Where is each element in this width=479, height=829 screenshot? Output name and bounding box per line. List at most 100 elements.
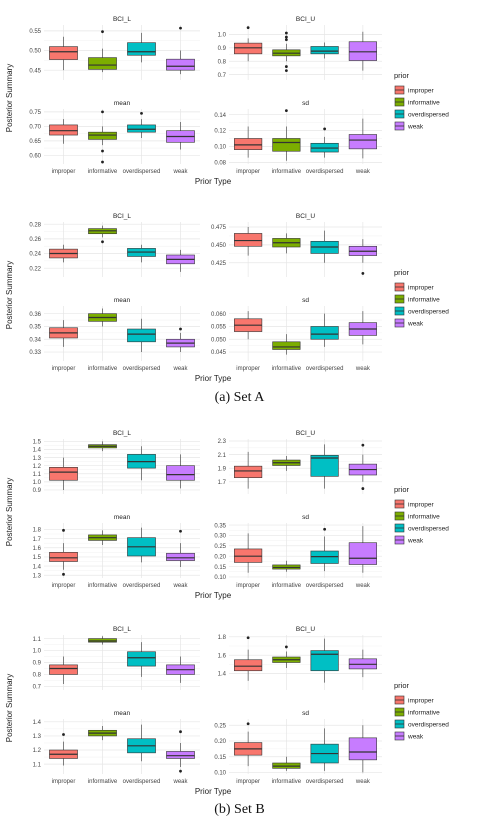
y-tick-label: 0.33 — [29, 350, 41, 356]
x-tick-label: weak — [355, 779, 371, 785]
facet-title: BCI_L — [113, 213, 131, 220]
box-overdispersed — [127, 527, 156, 563]
y-tick-label: 0.060 — [211, 312, 227, 318]
box-informative — [88, 308, 117, 327]
facet-title: BCI_U — [296, 213, 315, 220]
box-iqr — [127, 651, 156, 667]
x-tick-label: overdispersed — [306, 169, 344, 175]
outlier-point — [179, 26, 182, 30]
panel-background — [44, 523, 200, 578]
outlier-point — [179, 529, 182, 533]
box-weak — [166, 327, 195, 353]
y-axis-label: Posterior Summary — [5, 674, 14, 742]
box-overdispersed — [310, 42, 339, 59]
x-axis-label: Prior Type — [195, 591, 232, 600]
box-improper — [234, 451, 263, 489]
y-tick-label: 1.1 — [33, 762, 42, 768]
y-tick-label: 0.9 — [218, 46, 227, 52]
outlier-point — [179, 769, 182, 773]
y-tick-label: 1.9 — [218, 466, 227, 472]
legend-entry-label: overdispersed — [408, 526, 449, 533]
facet-mean: mean 0.60 0.65 0.70 0.75 improper informative o… — [29, 100, 200, 175]
y-tick-label: 1.4 — [33, 720, 42, 726]
box-informative — [272, 233, 301, 254]
box-overdispersed — [310, 230, 339, 263]
y-tick-label: 1.2 — [33, 748, 42, 754]
box-weak — [166, 529, 195, 567]
outlier-point — [101, 30, 104, 34]
y-tick-label: 0.475 — [211, 225, 227, 231]
outlier-point — [284, 31, 288, 35]
facet-mean: mean 1.1 1.2 1.3 1.4 improper informative overd… — [33, 710, 200, 785]
x-tick-label: weak — [172, 366, 188, 372]
legend: prior improper informative overdispersed wea… — [394, 268, 449, 328]
y-tick-label: 0.55 — [29, 29, 41, 35]
legend-entry-label: informative — [408, 100, 440, 107]
panel-background — [44, 719, 200, 774]
box-weak — [166, 454, 195, 489]
y-tick-label: 0.26 — [29, 237, 41, 243]
x-tick-label: overdispersed — [123, 779, 161, 785]
facet-title: sd — [302, 100, 309, 107]
box-iqr — [234, 233, 263, 247]
outlier-point — [246, 26, 250, 30]
box-weak — [348, 725, 377, 773]
y-tick-label: 0.20 — [214, 554, 226, 560]
x-tick-label: improper — [236, 169, 260, 175]
y-tick-label: 0.15 — [214, 755, 226, 761]
box-iqr — [49, 124, 78, 136]
x-tick-label: improper — [236, 779, 260, 785]
outlier-point — [101, 149, 104, 153]
box-overdispersed — [310, 728, 339, 771]
facet-bci-l: BCI_L 0.7 0.8 0.9 1.0 1.1 — [33, 626, 200, 691]
box-iqr — [166, 552, 195, 561]
box-iqr — [310, 326, 339, 340]
legend-entry-label: improper — [408, 698, 434, 705]
y-tick-label: 0.050 — [211, 337, 227, 343]
outlier-point — [246, 722, 250, 726]
box-iqr — [88, 131, 117, 140]
y-tick-label: 0.08 — [214, 161, 226, 167]
facet-title: BCI_L — [113, 16, 131, 23]
y-tick-label: 0.10 — [214, 145, 226, 151]
box-improper — [49, 36, 78, 71]
y-tick-label: 0.30 — [214, 534, 226, 540]
x-tick-label: informative — [272, 169, 302, 175]
box-iqr — [348, 134, 377, 150]
y-tick-label: 0.045 — [211, 350, 227, 356]
facet-sd: sd 0.08 0.10 0.12 0.14 improper informative ove… — [214, 100, 382, 175]
box-improper — [234, 722, 263, 767]
facet-bci-u: BCI_U 1.4 1.6 1.8 — [218, 626, 382, 690]
y-axis-label: Posterior Summary — [5, 478, 14, 546]
outlier-point — [179, 730, 182, 734]
box-iqr — [127, 124, 156, 133]
y-tick-label: 0.8 — [33, 673, 42, 679]
y-tick-label: 0.14 — [214, 113, 226, 119]
x-tick-label: weak — [355, 366, 371, 372]
box-weak — [348, 118, 377, 159]
box-informative — [88, 726, 117, 741]
facet-title: mean — [114, 297, 131, 304]
box-weak — [348, 649, 377, 678]
facet-bci-l: BCI_L 0.45 0.50 0.55 — [29, 16, 200, 80]
box-iqr — [166, 58, 195, 71]
box-informative — [88, 225, 117, 244]
outlier-point — [284, 109, 288, 112]
y-tick-label: 1.1 — [33, 637, 42, 643]
facet-bci-u: BCI_U 0.425 0.450 0.475 — [211, 213, 382, 277]
y-tick-label: 0.25 — [214, 723, 226, 729]
y-axis-label: Posterior Summary — [5, 261, 14, 329]
y-tick-label: 0.9 — [33, 661, 42, 667]
outlier-point — [62, 572, 65, 576]
box-informative — [88, 530, 117, 545]
box-informative — [272, 645, 301, 668]
box-improper — [49, 528, 78, 576]
box-iqr — [234, 138, 263, 150]
box-overdispersed — [310, 444, 339, 489]
x-tick-label: informative — [272, 779, 302, 785]
x-tick-label: overdispersed — [306, 366, 344, 372]
x-axis-label: Prior Type — [195, 177, 232, 186]
outlier-point — [284, 645, 288, 649]
x-tick-label: weak — [172, 169, 188, 175]
outlier-point — [284, 35, 288, 39]
